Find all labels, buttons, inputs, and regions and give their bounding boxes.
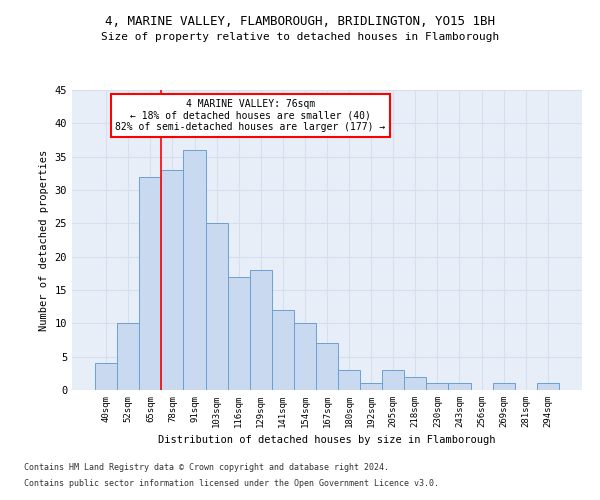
Bar — [493, 384, 515, 390]
Text: 4, MARINE VALLEY, FLAMBOROUGH, BRIDLINGTON, YO15 1BH: 4, MARINE VALLEY, FLAMBOROUGH, BRIDLINGT… — [105, 15, 495, 28]
Text: Contains public sector information licensed under the Open Government Licence v3: Contains public sector information licen… — [24, 478, 439, 488]
Bar — [427, 384, 448, 390]
Bar — [250, 270, 272, 390]
Bar — [404, 376, 427, 390]
Bar — [272, 310, 294, 390]
Bar — [117, 324, 139, 390]
Bar — [448, 384, 470, 390]
Text: 4 MARINE VALLEY: 76sqm
← 18% of detached houses are smaller (40)
82% of semi-det: 4 MARINE VALLEY: 76sqm ← 18% of detached… — [115, 99, 386, 132]
Y-axis label: Number of detached properties: Number of detached properties — [39, 150, 49, 330]
Bar — [294, 324, 316, 390]
Bar — [95, 364, 117, 390]
Bar — [206, 224, 227, 390]
Text: Contains HM Land Registry data © Crown copyright and database right 2024.: Contains HM Land Registry data © Crown c… — [24, 464, 389, 472]
Bar — [227, 276, 250, 390]
X-axis label: Distribution of detached houses by size in Flamborough: Distribution of detached houses by size … — [158, 436, 496, 446]
Bar — [360, 384, 382, 390]
Bar — [139, 176, 161, 390]
Bar — [537, 384, 559, 390]
Bar — [161, 170, 184, 390]
Text: Size of property relative to detached houses in Flamborough: Size of property relative to detached ho… — [101, 32, 499, 42]
Bar — [338, 370, 360, 390]
Bar — [382, 370, 404, 390]
Bar — [184, 150, 206, 390]
Bar — [316, 344, 338, 390]
